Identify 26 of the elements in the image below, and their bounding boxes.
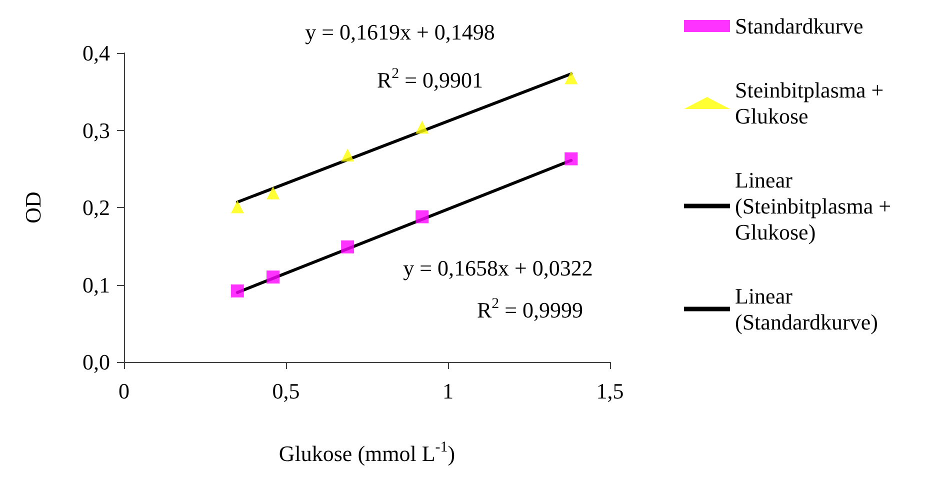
y-tick-label: 0,0	[82, 350, 110, 374]
y-axis-title: OD	[20, 192, 46, 224]
y-tick-label: 0,2	[82, 195, 110, 220]
point	[230, 284, 244, 298]
text: y = 0,1619x + 0,1498	[305, 20, 495, 44]
legend-label: Linear (Standardkurve)	[735, 284, 878, 334]
x-tick-label: 1,5	[596, 378, 624, 404]
legend-label: Standardkurve	[735, 14, 864, 38]
x-tick-label: 0,5	[272, 378, 300, 404]
point	[266, 186, 280, 200]
point	[416, 210, 429, 224]
y-tick-label: 0,4	[82, 40, 110, 66]
point	[341, 240, 354, 254]
y-tick-label: 0,3	[82, 118, 110, 143]
legend-label: Linear (Steinbitplasma + Glukose)	[735, 168, 896, 244]
point	[230, 200, 244, 214]
point	[416, 120, 429, 134]
point	[341, 148, 354, 162]
point	[564, 152, 578, 166]
annotation: y = 0,1658x + 0,0322	[403, 256, 593, 280]
point	[266, 270, 280, 284]
x-tick-label: 0	[118, 378, 130, 404]
point	[564, 71, 578, 84]
y-tick-label: 0,1	[82, 272, 110, 298]
legend-label: Steinbitplasma + Glukose	[735, 78, 890, 128]
x-tick-label: 1	[442, 378, 454, 404]
